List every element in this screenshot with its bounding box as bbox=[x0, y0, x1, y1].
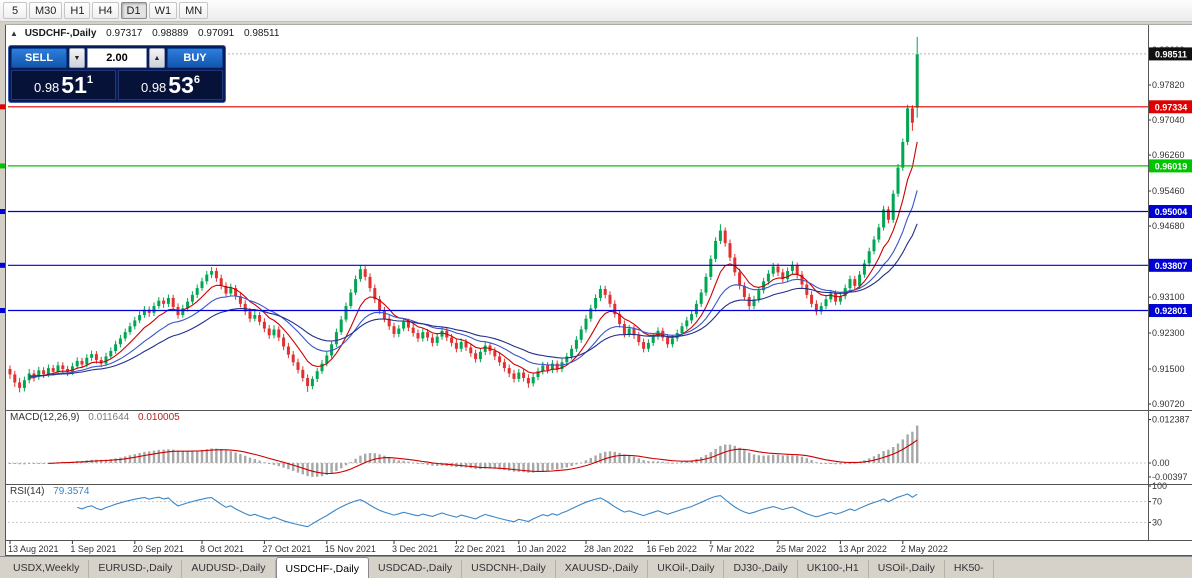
svg-text:22 Dec 2021: 22 Dec 2021 bbox=[454, 544, 505, 554]
macd-signal-value: 0.010005 bbox=[138, 412, 180, 423]
svg-text:0.95004: 0.95004 bbox=[1155, 207, 1188, 217]
tab-uk100-h1[interactable]: UK100-,H1 bbox=[798, 560, 869, 578]
volume-down-button[interactable]: ▼ bbox=[69, 48, 85, 68]
timeframe-bar: 5 M30 H1 H4 D1 W1 MN bbox=[0, 0, 1192, 22]
svg-text:16 Feb 2022: 16 Feb 2022 bbox=[646, 544, 697, 554]
horizontal-lines[interactable] bbox=[0, 104, 1148, 314]
tab-usoil-daily[interactable]: USOil-,Daily bbox=[869, 560, 945, 578]
svg-text:8 Oct 2021: 8 Oct 2021 bbox=[200, 544, 244, 554]
buy-price-pips: 53 bbox=[168, 72, 194, 98]
svg-text:0.97040: 0.97040 bbox=[1152, 115, 1185, 125]
chart-title: ▲ USDCHF-,Daily 0.97317 0.98889 0.97091 … bbox=[10, 28, 279, 39]
tab-audusd-daily[interactable]: AUDUSD-,Daily bbox=[182, 560, 276, 578]
svg-text:0.94680: 0.94680 bbox=[1152, 221, 1185, 231]
timeframe-button-MN[interactable]: MN bbox=[179, 2, 209, 19]
svg-text:0.012387: 0.012387 bbox=[1152, 415, 1190, 425]
svg-text:13 Aug 2021: 13 Aug 2021 bbox=[8, 544, 59, 554]
sell-button[interactable]: SELL bbox=[11, 48, 67, 68]
volume-input[interactable] bbox=[87, 48, 147, 68]
svg-text:28 Jan 2022: 28 Jan 2022 bbox=[584, 544, 634, 554]
rsi-name: RSI(14) bbox=[10, 486, 45, 497]
macd-signal-line bbox=[48, 439, 918, 475]
trade-panel-collapse-icon[interactable]: ▲ bbox=[10, 29, 18, 38]
svg-text:0.00: 0.00 bbox=[1152, 458, 1170, 468]
ohlc-open: 0.97317 bbox=[106, 28, 143, 39]
macd-label: MACD(12,26,9) 0.011644 0.010005 bbox=[10, 412, 180, 423]
svg-text:0.92801: 0.92801 bbox=[1155, 306, 1188, 316]
svg-text:3 Dec 2021: 3 Dec 2021 bbox=[392, 544, 438, 554]
ohlc-high: 0.98889 bbox=[152, 28, 189, 39]
timeframe-button-5[interactable]: 5 bbox=[3, 2, 27, 19]
svg-text:0.95460: 0.95460 bbox=[1152, 186, 1185, 196]
svg-text:0.98511: 0.98511 bbox=[1155, 49, 1187, 59]
svg-text:-0.00397: -0.00397 bbox=[1152, 472, 1188, 482]
svg-text:0.93100: 0.93100 bbox=[1152, 292, 1185, 302]
macd-value: 0.011644 bbox=[88, 412, 130, 423]
tab-usdx-weekly[interactable]: USDX,Weekly bbox=[4, 560, 90, 578]
trade-panel-controls: SELL ▼ ▲ BUY bbox=[11, 48, 223, 68]
ohlc-close: 0.98511 bbox=[243, 28, 280, 39]
ohlc-low: 0.97091 bbox=[198, 28, 235, 39]
svg-text:0.97334: 0.97334 bbox=[1155, 102, 1188, 112]
tab-eurusd-daily[interactable]: EURUSD-,Daily bbox=[89, 560, 183, 578]
tab-ukoil-daily[interactable]: UKOil-,Daily bbox=[648, 560, 725, 578]
svg-text:0.96260: 0.96260 bbox=[1152, 150, 1185, 160]
buy-price[interactable]: 0.98 53 6 bbox=[118, 70, 223, 100]
time-axis[interactable]: 13 Aug 2021 1 Sep 2021 20 Sep 2021 8 Oct 20… bbox=[8, 540, 948, 554]
tab-dj30-daily[interactable]: DJ30-,Daily bbox=[724, 560, 798, 578]
price-line-labels: 0.97334 0.96019 0.95004 0.93807 0.92801 0.985… bbox=[1149, 47, 1192, 318]
svg-text:0.92300: 0.92300 bbox=[1152, 328, 1185, 338]
svg-text:1 Sep 2021: 1 Sep 2021 bbox=[70, 544, 116, 554]
svg-text:0.93807: 0.93807 bbox=[1155, 261, 1188, 271]
timeframe-button-D1[interactable]: D1 bbox=[120, 2, 147, 19]
svg-text:13 Apr 2022: 13 Apr 2022 bbox=[838, 544, 887, 554]
timeframe-button-M30[interactable]: M30 bbox=[29, 2, 63, 19]
svg-text:70: 70 bbox=[1152, 497, 1162, 507]
sell-price-base: 0.98 bbox=[33, 80, 60, 95]
timeframe-button-W1[interactable]: W1 bbox=[148, 2, 178, 19]
svg-text:30: 30 bbox=[1152, 517, 1162, 527]
rsi-label: RSI(14) 79.3574 bbox=[10, 486, 89, 497]
buy-button[interactable]: BUY bbox=[167, 48, 223, 68]
trade-panel-prices: 0.98 51 1 0.98 53 6 bbox=[11, 70, 223, 100]
sell-price-frac: 1 bbox=[86, 74, 94, 86]
svg-text:20 Sep 2021: 20 Sep 2021 bbox=[133, 544, 184, 554]
svg-text:0.96019: 0.96019 bbox=[1155, 161, 1188, 171]
tab-xauusd-daily[interactable]: XAUUSD-,Daily bbox=[556, 560, 649, 578]
svg-text:7 Mar 2022: 7 Mar 2022 bbox=[709, 544, 755, 554]
svg-text:2 May 2022: 2 May 2022 bbox=[901, 544, 948, 554]
tab-hk50[interactable]: HK50- bbox=[945, 560, 994, 578]
svg-text:0.97820: 0.97820 bbox=[1152, 80, 1185, 90]
rsi-value: 79.3574 bbox=[53, 486, 90, 497]
timeframe-button-H4[interactable]: H4 bbox=[92, 2, 119, 19]
tab-usdchf-daily[interactable]: USDCHF-,Daily bbox=[275, 557, 370, 578]
volume-up-button[interactable]: ▲ bbox=[149, 48, 165, 68]
candlestick-series[interactable] bbox=[8, 36, 919, 393]
svg-text:27 Oct 2021: 27 Oct 2021 bbox=[262, 544, 311, 554]
svg-text:0.91500: 0.91500 bbox=[1152, 364, 1185, 374]
sell-price-pips: 51 bbox=[61, 72, 87, 98]
tab-usdcad-daily[interactable]: USDCAD-,Daily bbox=[369, 560, 463, 578]
buy-price-frac: 6 bbox=[193, 74, 201, 86]
triangle-up-icon: ▲ bbox=[153, 54, 161, 62]
svg-text:100: 100 bbox=[1152, 481, 1167, 491]
svg-text:10 Jan 2022: 10 Jan 2022 bbox=[517, 544, 567, 554]
triangle-down-icon: ▼ bbox=[73, 54, 81, 62]
rsi-line bbox=[77, 493, 918, 528]
svg-text:25 Mar 2022: 25 Mar 2022 bbox=[776, 544, 827, 554]
chart-tab-bar: USDX,Weekly EURUSD-,Daily AUDUSD-,Daily USD… bbox=[0, 556, 1192, 578]
sell-price[interactable]: 0.98 51 1 bbox=[11, 70, 116, 100]
svg-text:0.90720: 0.90720 bbox=[1152, 399, 1185, 409]
chart-symbol: USDCHF-,Daily bbox=[24, 28, 97, 39]
timeframe-button-H1[interactable]: H1 bbox=[64, 2, 91, 19]
tab-usdcnh-daily[interactable]: USDCNH-,Daily bbox=[462, 560, 556, 578]
buy-price-base: 0.98 bbox=[140, 80, 167, 95]
svg-text:15 Nov 2021: 15 Nov 2021 bbox=[325, 544, 376, 554]
macd-name: MACD(12,26,9) bbox=[10, 412, 80, 423]
